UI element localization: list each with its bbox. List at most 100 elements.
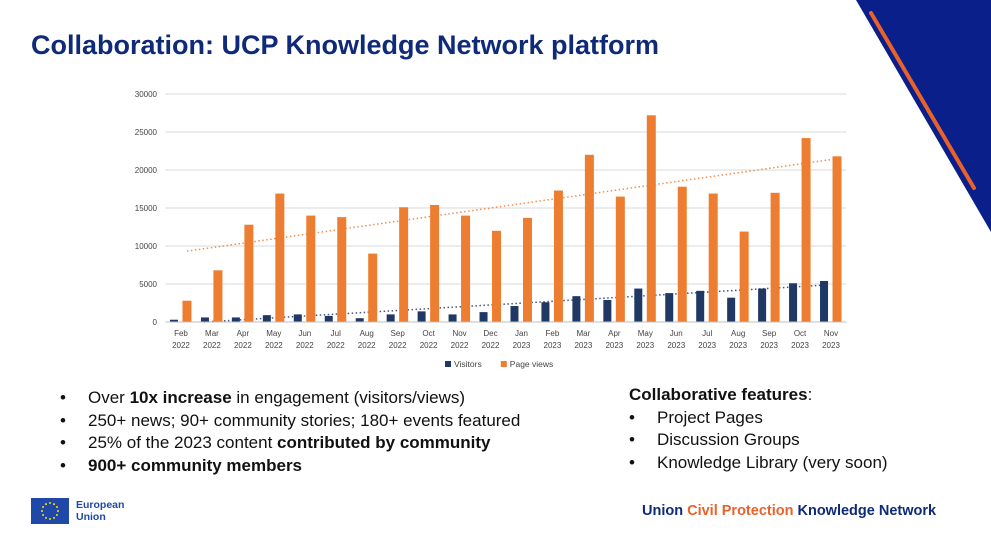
- bar-visitors: [820, 280, 829, 322]
- bar-page-views: [801, 138, 811, 322]
- features-list: Collaborative features: Project Pages Di…: [629, 384, 888, 474]
- x-tick-month: Jun: [670, 329, 683, 338]
- features-heading: Collaborative features:: [629, 385, 813, 404]
- x-tick-year: 2023: [544, 341, 562, 350]
- bar-page-views: [646, 115, 656, 322]
- bar-page-views: [244, 224, 254, 322]
- bar-page-views: [708, 193, 718, 322]
- bar-page-views: [677, 186, 687, 322]
- x-tick-year: 2022: [172, 341, 190, 350]
- x-tick-year: 2022: [482, 341, 500, 350]
- x-tick-year: 2023: [698, 341, 716, 350]
- bar-page-views: [522, 217, 532, 322]
- bar-visitors: [262, 315, 271, 322]
- bar-visitors: [324, 315, 333, 322]
- x-tick-month: Mar: [205, 329, 219, 338]
- x-tick-year: 2022: [451, 341, 469, 350]
- bar-visitors: [696, 290, 705, 322]
- highlight-item: 25% of the 2023 content contributed by c…: [60, 432, 520, 455]
- x-tick-year: 2022: [234, 341, 252, 350]
- bar-visitors: [200, 317, 209, 322]
- bar-visitors: [479, 312, 488, 322]
- x-tick-month: May: [638, 329, 653, 338]
- x-tick-year: 2023: [729, 341, 747, 350]
- x-tick-year: 2023: [822, 341, 840, 350]
- y-tick-label: 5000: [139, 280, 157, 289]
- y-tick-label: 30000: [135, 90, 158, 99]
- bar-page-views: [306, 215, 316, 322]
- x-tick-month: Apr: [237, 329, 250, 338]
- x-tick-month: Oct: [794, 329, 807, 338]
- x-tick-year: 2023: [605, 341, 623, 350]
- highlights-list: Over 10x increase in engagement (visitor…: [60, 387, 520, 477]
- bar-visitors: [665, 293, 674, 322]
- eu-flag-logo: [31, 498, 69, 524]
- bar-page-views: [182, 300, 192, 322]
- bar-visitors: [417, 311, 426, 322]
- engagement-bar-chart: 0 5000 10000 15000 20000 25000 30000 Feb 2022 Mar…: [135, 90, 847, 369]
- x-tick-year: 2023: [791, 341, 809, 350]
- legend-label: Visitors: [454, 359, 482, 369]
- footer-brand: Union Civil Protection Knowledge Network: [642, 503, 937, 519]
- bar-visitors: [789, 283, 798, 322]
- y-tick-label: 20000: [135, 166, 158, 175]
- bar-page-views: [832, 156, 842, 322]
- eu-logo-text: European Union: [76, 499, 125, 523]
- x-tick-year: 2022: [203, 341, 221, 350]
- x-tick-month: Jul: [331, 329, 341, 338]
- y-tick-label: 10000: [135, 242, 158, 251]
- x-tick-year: 2022: [296, 341, 314, 350]
- x-tick-month: Nov: [824, 329, 838, 338]
- bar-page-views: [399, 207, 409, 322]
- x-tick-year: 2022: [327, 341, 345, 350]
- x-tick-month: Nov: [452, 329, 466, 338]
- highlight-item: 250+ news; 90+ community stories; 180+ e…: [60, 410, 520, 433]
- feature-item: Project Pages: [629, 407, 888, 430]
- y-tick-label: 0: [153, 318, 158, 327]
- legend-swatch: [445, 361, 451, 367]
- bar-visitors: [386, 314, 395, 322]
- x-tick-month: Aug: [731, 329, 745, 338]
- feature-item: Discussion Groups: [629, 429, 888, 452]
- bar-visitors: [572, 296, 581, 322]
- bar-visitors: [169, 319, 178, 322]
- bar-visitors: [727, 297, 736, 322]
- x-tick-month: Dec: [483, 329, 497, 338]
- y-tick-label: 15000: [135, 204, 158, 213]
- x-tick-month: Aug: [360, 329, 374, 338]
- x-tick-month: Sep: [762, 329, 777, 338]
- x-tick-month: May: [266, 329, 281, 338]
- x-tick-month: Jun: [298, 329, 311, 338]
- bar-page-views: [739, 231, 749, 322]
- feature-item: Knowledge Library (very soon): [629, 452, 888, 475]
- x-tick-year: 2022: [358, 341, 376, 350]
- bar-visitors: [634, 288, 643, 322]
- x-tick-year: 2023: [513, 341, 531, 350]
- bar-visitors: [448, 314, 457, 322]
- bar-page-views: [430, 204, 440, 322]
- legend-swatch: [500, 361, 507, 367]
- x-tick-year: 2023: [760, 341, 778, 350]
- x-tick-month: Feb: [546, 329, 560, 338]
- bar-page-views: [492, 230, 502, 322]
- x-tick-month: Mar: [576, 329, 590, 338]
- bar-visitors: [355, 318, 364, 322]
- y-tick-label: 25000: [135, 128, 158, 137]
- x-tick-month: Apr: [608, 329, 621, 338]
- bar-visitors: [758, 288, 767, 322]
- highlight-item: Over 10x increase in engagement (visitor…: [60, 387, 520, 410]
- x-tick-year: 2023: [574, 341, 592, 350]
- highlight-item: 900+ community members: [60, 455, 520, 478]
- x-tick-month: Jan: [515, 329, 528, 338]
- bar-visitors: [510, 306, 519, 322]
- bar-page-views: [770, 192, 780, 322]
- x-tick-month: Feb: [174, 329, 188, 338]
- bar-visitors: [293, 314, 302, 322]
- x-tick-year: 2022: [389, 341, 407, 350]
- bar-page-views: [615, 196, 625, 322]
- x-tick-year: 2023: [636, 341, 654, 350]
- x-tick-month: Oct: [422, 329, 435, 338]
- x-tick-month: Sep: [391, 329, 406, 338]
- bar-visitors: [603, 299, 612, 322]
